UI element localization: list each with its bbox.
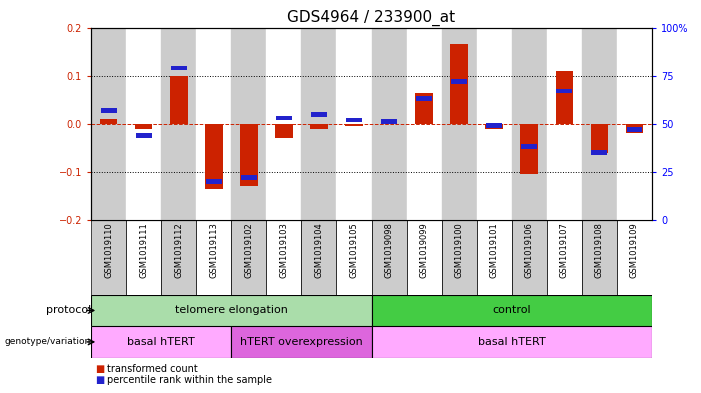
Bar — [372, 295, 652, 326]
Bar — [521, 124, 538, 174]
Bar — [161, 28, 196, 220]
Bar — [346, 118, 362, 122]
Bar — [266, 28, 301, 220]
Text: control: control — [492, 305, 531, 316]
Bar — [381, 119, 397, 124]
Text: GSM1019099: GSM1019099 — [420, 222, 428, 278]
Text: GSM1019111: GSM1019111 — [139, 222, 148, 278]
Bar — [626, 124, 644, 133]
Text: basal hTERT: basal hTERT — [128, 337, 195, 347]
Text: ■: ■ — [95, 375, 104, 385]
Text: GSM1019105: GSM1019105 — [350, 222, 358, 278]
Bar — [276, 116, 292, 120]
Bar — [231, 28, 266, 220]
Bar — [205, 124, 223, 189]
Bar — [582, 28, 617, 220]
Bar — [301, 220, 336, 295]
Bar — [451, 44, 468, 124]
Bar — [477, 28, 512, 220]
Bar — [336, 220, 372, 295]
Bar — [407, 28, 442, 220]
Bar — [240, 124, 258, 186]
Bar — [442, 220, 477, 295]
Text: GSM1019101: GSM1019101 — [490, 222, 498, 278]
Bar — [582, 220, 617, 295]
Bar — [477, 220, 512, 295]
Text: GSM1019102: GSM1019102 — [245, 222, 253, 278]
Text: GSM1019100: GSM1019100 — [455, 222, 463, 278]
Bar — [372, 220, 407, 295]
Bar — [91, 28, 126, 220]
Bar — [171, 66, 186, 70]
Bar — [231, 220, 266, 295]
Text: GSM1019103: GSM1019103 — [280, 222, 288, 278]
Bar — [372, 326, 652, 358]
Bar — [91, 295, 372, 326]
Bar — [627, 127, 642, 132]
Bar — [591, 124, 608, 152]
Bar — [522, 145, 537, 149]
Text: transformed count: transformed count — [107, 364, 197, 373]
Bar — [346, 124, 363, 126]
Text: protocol: protocol — [46, 305, 91, 316]
Bar — [372, 28, 407, 220]
Bar — [556, 71, 573, 124]
Bar — [196, 220, 231, 295]
Bar — [486, 124, 503, 129]
Bar — [512, 28, 547, 220]
Bar — [617, 28, 652, 220]
Bar — [126, 220, 161, 295]
Bar — [241, 175, 257, 180]
Bar — [486, 123, 502, 128]
Text: genotype/variation: genotype/variation — [5, 338, 91, 346]
Bar — [135, 124, 153, 129]
Bar — [512, 220, 547, 295]
Bar — [311, 124, 328, 129]
Bar — [170, 75, 188, 124]
Bar — [547, 220, 582, 295]
Bar — [416, 92, 433, 124]
Text: percentile rank within the sample: percentile rank within the sample — [107, 375, 271, 385]
Bar — [336, 28, 372, 220]
Bar — [161, 220, 196, 295]
Text: GSM1019107: GSM1019107 — [560, 222, 569, 278]
Bar — [136, 133, 151, 138]
Text: GSM1019113: GSM1019113 — [210, 222, 218, 278]
Text: GSM1019106: GSM1019106 — [525, 222, 533, 278]
Text: GSM1019104: GSM1019104 — [315, 222, 323, 278]
Bar — [231, 326, 372, 358]
Bar — [442, 28, 477, 220]
Text: GSM1019109: GSM1019109 — [630, 222, 639, 278]
Bar — [416, 96, 432, 101]
Bar — [266, 220, 301, 295]
Bar — [206, 179, 222, 184]
Bar — [301, 28, 336, 220]
Title: GDS4964 / 233900_at: GDS4964 / 233900_at — [287, 10, 456, 26]
Text: ■: ■ — [95, 364, 104, 373]
Bar — [407, 220, 442, 295]
Bar — [592, 150, 607, 155]
Bar — [275, 124, 293, 138]
Bar — [91, 326, 231, 358]
Bar — [91, 220, 126, 295]
Bar — [451, 79, 467, 84]
Bar — [557, 89, 572, 94]
Text: GSM1019098: GSM1019098 — [385, 222, 393, 278]
Text: basal hTERT: basal hTERT — [478, 337, 545, 347]
Text: telomere elongation: telomere elongation — [175, 305, 288, 316]
Bar — [547, 28, 582, 220]
Bar — [617, 220, 652, 295]
Bar — [126, 28, 161, 220]
Text: GSM1019110: GSM1019110 — [104, 222, 113, 278]
Bar — [311, 112, 327, 117]
Bar — [196, 28, 231, 220]
Bar — [100, 119, 118, 124]
Text: GSM1019108: GSM1019108 — [595, 222, 604, 278]
Text: hTERT overexpression: hTERT overexpression — [240, 337, 363, 347]
Bar — [101, 108, 116, 113]
Text: GSM1019112: GSM1019112 — [175, 222, 183, 278]
